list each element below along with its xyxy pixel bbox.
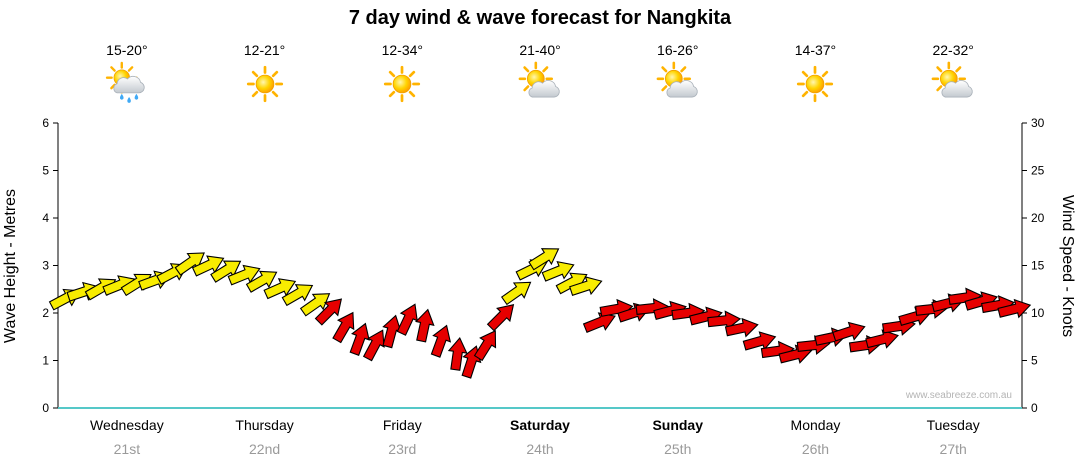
temp-range: 21-40°	[519, 42, 561, 58]
right-tick-label: 10	[1031, 306, 1045, 320]
wind-arrow	[210, 260, 242, 283]
left-tick-label: 6	[42, 116, 49, 130]
wind-arrow	[832, 321, 866, 342]
wind-arrow	[227, 264, 261, 286]
wind-arrow	[430, 324, 452, 358]
day-label-wednesday: Wednesday	[90, 417, 164, 433]
days-row: Wednesday Thursday Friday Saturday Sunda…	[58, 417, 1022, 433]
right-tick-label: 15	[1031, 259, 1045, 273]
temp-range: 15-20°	[106, 42, 148, 58]
left-tick-label: 5	[42, 164, 49, 178]
day-label-friday: Friday	[382, 417, 422, 433]
wind-arrow	[245, 270, 278, 293]
day-label-monday: Monday	[790, 417, 841, 433]
wind-arrow	[314, 298, 343, 326]
sun-cloud-icon	[931, 61, 973, 98]
day-label-saturday: Saturday	[510, 417, 570, 433]
date-label: 27th	[939, 441, 967, 457]
left-tick-label: 0	[42, 401, 49, 415]
wind-arrow	[569, 276, 603, 297]
temp-range: 12-34°	[381, 42, 423, 58]
wind-arrow	[500, 281, 532, 306]
date-label: 25th	[664, 441, 692, 457]
wind-arrow	[724, 317, 759, 338]
watermark: www.seabreeze.com.au	[905, 390, 1012, 401]
weather-icon-cell	[58, 60, 196, 108]
date-label: 23rd	[388, 441, 417, 457]
left-axis-title: Wave Height - Metres	[2, 189, 19, 343]
temp-range: 12-21°	[243, 42, 286, 58]
date-label: 26th	[801, 441, 830, 457]
left-tick-label: 2	[42, 306, 49, 320]
sun-cloud-icon	[656, 61, 698, 98]
left-tick-label: 4	[42, 211, 49, 225]
wind-arrow	[382, 314, 402, 349]
left-tick-label: 3	[42, 259, 49, 273]
temps-row: 15-20° 12-21° 12-34° 21-40° 16-26° 14-37…	[58, 42, 1022, 58]
page-title: 7 day wind & wave forecast for Nangkita	[348, 7, 732, 29]
right-axis-title: Wind Speed - Knots	[1059, 195, 1076, 337]
wind-arrow	[541, 261, 575, 282]
temp-range: 22-32°	[932, 42, 974, 58]
weather-icon-cell	[333, 60, 471, 108]
dates-row: 21st 22nd 23rd 24th 25th 26th 27th	[58, 441, 1022, 457]
wind-arrow	[582, 312, 616, 334]
sun-cloud-icon	[518, 61, 560, 98]
weather-icon-cell	[747, 60, 885, 108]
wind-arrow	[447, 336, 468, 371]
right-tick-label: 0	[1031, 401, 1038, 415]
weather-icon-cell	[884, 60, 1022, 108]
left-tick-label: 1	[42, 354, 49, 368]
wind-arrow	[486, 304, 515, 332]
wind-arrow	[299, 293, 331, 317]
right-tick-label: 25	[1031, 164, 1045, 178]
wind-arrow	[263, 278, 297, 300]
wind-arrow	[349, 322, 370, 356]
temp-range: 16-26°	[657, 42, 699, 58]
day-label-thursday: Thursday	[235, 417, 294, 433]
wind-arrow	[707, 310, 742, 331]
wind-arrow	[174, 252, 205, 276]
date-label: 21st	[113, 441, 141, 457]
temp-range: 14-37°	[794, 42, 837, 58]
wind-arrow	[281, 284, 314, 307]
forecast-chart: Wave Height - Metres Wind Speed - Knots …	[2, 116, 1076, 415]
date-label: 22nd	[249, 441, 281, 457]
wind-arrow	[396, 303, 418, 336]
wind-arrow	[528, 248, 560, 271]
day-label-tuesday: Tuesday	[926, 417, 980, 433]
right-tick-label: 30	[1031, 116, 1045, 130]
sun-icon	[797, 65, 834, 103]
right-tick-label: 5	[1031, 354, 1038, 368]
right-tick-label: 20	[1031, 211, 1045, 225]
wind-arrow	[191, 255, 225, 277]
day-label-sunday: Sunday	[652, 417, 704, 433]
wind-arrow	[332, 311, 355, 344]
wind-arrow	[997, 298, 1032, 319]
date-label: 24th	[526, 441, 554, 457]
wind-arrow	[415, 308, 435, 343]
sun-rain-icon	[105, 61, 145, 103]
wind-arrow	[555, 272, 588, 295]
wind-arrow	[473, 330, 497, 362]
weather-icon-cell	[196, 60, 334, 108]
icons-row	[58, 60, 1022, 108]
weather-icon-cell	[471, 60, 609, 108]
wind-arrow	[865, 329, 899, 349]
sun-icon	[246, 65, 283, 103]
weather-icon-cell	[609, 60, 747, 108]
wind-arrow	[362, 329, 385, 362]
wind-arrow	[742, 331, 777, 351]
sun-icon	[384, 65, 421, 103]
